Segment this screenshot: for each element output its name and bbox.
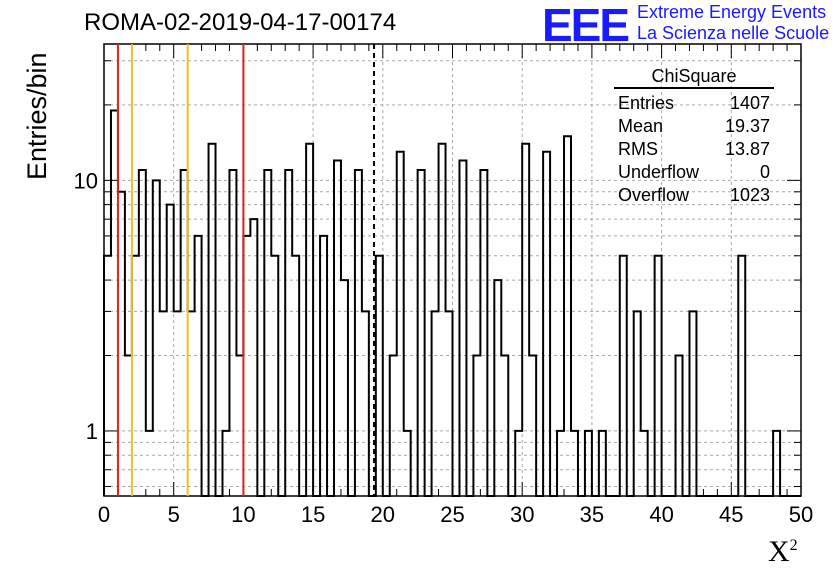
histogram-bin	[292, 256, 299, 496]
stats-row-underflow: Underflow 0	[612, 161, 778, 184]
histogram-bin	[111, 110, 118, 496]
histogram-bin	[446, 311, 453, 496]
x-tick-label: 45	[719, 502, 743, 527]
histogram-bin	[620, 256, 627, 496]
histogram-bin	[125, 355, 132, 496]
histogram-bin	[432, 311, 439, 496]
histogram-bin	[195, 236, 202, 496]
histogram-bin	[473, 355, 480, 496]
histogram-bin	[529, 355, 536, 496]
histogram-bin	[250, 219, 257, 496]
x-tick-label: 40	[649, 502, 673, 527]
logo-text-line1: Extreme Energy Events	[637, 2, 826, 23]
logo-text-line2: La Scienza nelle Scuole	[637, 23, 829, 44]
histogram-bin	[209, 144, 216, 496]
histogram-bin	[104, 256, 111, 496]
stats-row-mean: Mean 19.37	[612, 115, 778, 138]
histogram-bin	[320, 236, 327, 496]
stats-box-title: ChiSquare	[614, 66, 774, 89]
histogram-bin	[306, 144, 313, 496]
stats-row-entries: Entries 1407	[612, 92, 778, 115]
histogram-bin	[160, 311, 167, 496]
histogram-bin	[167, 205, 174, 496]
x-tick-label: 30	[510, 502, 534, 527]
histogram-bin	[132, 256, 139, 496]
x-tick-label: 0	[98, 502, 110, 527]
x-tick-label: 10	[231, 502, 255, 527]
histogram-bin	[174, 311, 181, 496]
histogram-bin	[118, 192, 125, 496]
histogram-bin	[676, 355, 683, 496]
y-axis-label: Entries/bin	[22, 52, 53, 180]
y-tick-label: 1	[86, 419, 98, 444]
stats-row-rms: RMS 13.87	[612, 138, 778, 161]
histogram-bin	[543, 152, 550, 496]
histogram-bin	[397, 152, 404, 496]
histogram-bin	[494, 280, 501, 496]
eee-logo: EEE	[542, 2, 628, 48]
histogram-bin	[153, 180, 160, 496]
x-tick-label: 20	[371, 502, 395, 527]
chart-title: ROMA-02-2019-04-17-00174	[84, 9, 396, 37]
stats-box: ChiSquare Entries 1407 Mean 19.37 RMS 13.87…	[612, 66, 778, 207]
histogram-bin	[501, 355, 508, 496]
histogram-bin	[439, 144, 446, 496]
histogram-bin	[634, 311, 641, 496]
x-tick-label: 25	[440, 502, 464, 527]
histogram-bin	[334, 160, 341, 496]
x-tick-label: 50	[789, 502, 813, 527]
histogram-bin	[341, 280, 348, 496]
stats-row-overflow: Overflow 1023	[612, 184, 778, 207]
histogram-bin	[522, 144, 529, 496]
x-tick-label: 35	[580, 502, 604, 527]
histogram-bin	[243, 236, 250, 496]
x-tick-label: 15	[301, 502, 325, 527]
histogram-bin	[459, 160, 466, 496]
histogram-bin	[738, 256, 745, 496]
histogram-bin	[390, 355, 397, 496]
y-tick-label: 10	[74, 168, 98, 193]
histogram-bin	[376, 256, 383, 496]
x-tick-label: 5	[168, 502, 180, 527]
histogram-bin	[271, 256, 278, 496]
histogram-bin	[362, 311, 369, 496]
histogram-bin	[236, 355, 243, 496]
x-axis-label: X2	[768, 535, 798, 569]
histogram-bin	[655, 256, 662, 496]
histogram-bin	[689, 311, 696, 496]
histogram-bin	[188, 311, 195, 496]
